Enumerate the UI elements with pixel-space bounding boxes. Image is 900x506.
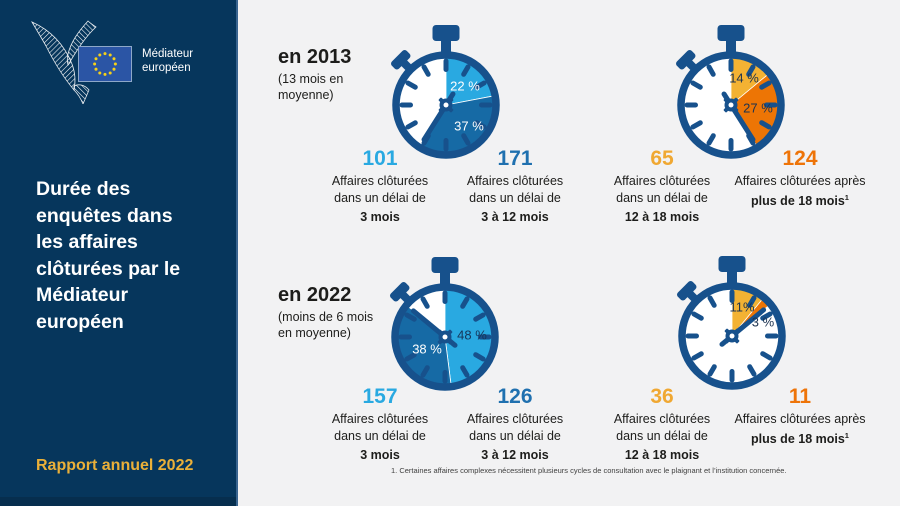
stopwatch-stem <box>727 272 737 288</box>
ombudsman-bird-icon <box>31 20 97 104</box>
european-ombudsman-logo: Médiateur européen <box>26 20 226 104</box>
stopwatch-ticks <box>398 290 492 384</box>
brand-line-1: Médiateur <box>142 48 194 60</box>
stopwatch-hub <box>723 97 739 113</box>
stat-caption: Affaires clôturées après plus de 18 mois… <box>734 174 866 208</box>
stopwatch-percent-labels: 22 % 37 % <box>450 79 484 134</box>
stat-value: 11 <box>788 385 812 408</box>
brand-line-2: européen <box>142 62 191 74</box>
stopwatch-2013-blue: 22 % 37 % <box>371 15 521 185</box>
stopwatch-graphic: 14 % 27 % <box>676 25 785 159</box>
stopwatch-2022-orange: 11% 3 % <box>657 246 807 416</box>
svg-text:22 %: 22 % <box>450 79 480 94</box>
eu-flag-stars <box>93 52 117 76</box>
stat-caption: Affaires clôturées dans un délai de 3 mo… <box>331 174 429 225</box>
stopwatch-stem <box>441 41 451 57</box>
footnote: 1. Certaines affaires complexes nécessit… <box>391 466 787 475</box>
stat-caption: Affaires clôturées dans un délai de 12 à… <box>613 174 711 225</box>
stopwatch-stem <box>440 273 450 289</box>
stat-2013-12-18-mois: 65 Affaires clôturées dans un délai de 1… <box>587 147 737 226</box>
stat-value: 65 <box>650 147 674 170</box>
year-note-2022: (moins de 6 mois en moyenne) <box>278 310 374 340</box>
stopwatch-top-button <box>431 257 459 273</box>
stat-2013-3-12-mois: 171 Affaires clôturées dans un délai de … <box>440 147 590 226</box>
svg-text:37 %: 37 % <box>454 119 484 134</box>
svg-text:38 %: 38 % <box>412 342 442 357</box>
year-header-2013: en 2013 (13 mois en moyenne) <box>278 46 398 103</box>
stopwatch-2022-blue: 48 % 38 % <box>370 247 520 417</box>
stat-caption: Affaires clôturées dans un délai de 3 à … <box>466 412 564 463</box>
stat-2022-3-12-mois: 126 Affaires clôturées dans un délai de … <box>440 385 590 464</box>
stat-value: 36 <box>650 385 674 408</box>
stopwatch-top-button <box>432 25 460 41</box>
stopwatch-ticks <box>685 289 779 383</box>
stat-value: 124 <box>782 147 818 170</box>
stopwatch-percent-labels: 14 % 27 % <box>729 71 773 116</box>
stat-caption: Affaires clôturées dans un délai de 12 à… <box>613 412 711 463</box>
stopwatch-graphic: 48 % 38 % <box>390 257 499 391</box>
stopwatch-percent-labels: 11%3 % <box>729 300 774 330</box>
page-title: Durée des enquêtes dans les affaires clô… <box>36 178 181 333</box>
svg-text:14 %: 14 % <box>729 71 759 86</box>
stat-2022-12-18-mois: 36 Affaires clôturées dans un délai de 1… <box>587 385 737 464</box>
stopwatch-graphic: 22 % 37 % <box>391 25 500 159</box>
year-label-2022: en 2022 <box>278 284 352 306</box>
stopwatch-percent-labels: 48 % 38 % <box>412 328 487 357</box>
sidebar: Médiateur européen Durée des enquêtes da… <box>0 0 238 506</box>
year-note-2013: (13 mois en moyenne) <box>278 72 344 102</box>
stopwatch-2013-orange: 14 % 27 % <box>656 15 806 185</box>
stat-2022-3-mois: 157 Affaires clôturées dans un délai de … <box>305 385 455 464</box>
svg-text:48 %: 48 % <box>457 328 487 343</box>
stat-caption: Affaires clôturées dans un délai de 3 à … <box>466 174 564 225</box>
stopwatch-hub <box>437 329 453 345</box>
stat-value: 157 <box>362 385 398 408</box>
eu-flag-icon <box>78 46 132 82</box>
stopwatch-stem <box>726 41 736 57</box>
stat-value: 171 <box>497 147 533 170</box>
brand-name: Médiateur européen <box>142 47 193 75</box>
stat-value: 101 <box>362 147 398 170</box>
stat-caption: Affaires clôturées dans un délai de 3 mo… <box>331 412 429 463</box>
report-annual-label: Rapport annuel 2022 <box>36 457 194 474</box>
year-label-2013: en 2013 <box>278 46 352 68</box>
stopwatch-graphic: 11%3 % <box>677 256 786 390</box>
stopwatch-top-button <box>718 256 746 272</box>
stopwatch-hub <box>724 328 740 344</box>
stopwatch-top-button <box>717 25 745 41</box>
svg-text:11%: 11% <box>729 300 754 315</box>
stopwatch-hub <box>438 97 454 113</box>
stat-2013-plus-18-mois: 124 Affaires clôturées après plus de 18 … <box>725 147 875 209</box>
sidebar-bottom-strip <box>0 497 236 506</box>
svg-text:3 %: 3 % <box>752 315 775 330</box>
year-header-2022: en 2022 (moins de 6 mois en moyenne) <box>278 284 398 341</box>
stat-value: 126 <box>497 385 533 408</box>
stat-2022-plus-18-mois: 11 Affaires clôturées après plus de 18 m… <box>725 385 875 447</box>
svg-text:27 %: 27 % <box>743 101 773 116</box>
stat-caption: Affaires clôturées après plus de 18 mois… <box>734 412 866 446</box>
stat-2013-3-mois: 101 Affaires clôturées dans un délai de … <box>305 147 455 226</box>
